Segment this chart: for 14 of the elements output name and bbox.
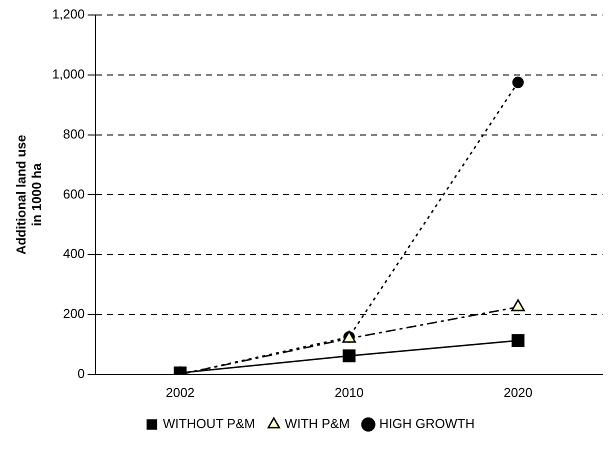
legend-label: HIGH GROWTH	[379, 416, 475, 432]
x-tick-label: 2020	[504, 384, 532, 400]
y-tick-label: 400	[63, 246, 85, 262]
y-tick-label: 800	[63, 126, 85, 142]
y-tick-label: 1,000	[52, 66, 85, 82]
y-tick-label: 600	[63, 186, 85, 202]
y-tick-label: 200	[63, 306, 85, 322]
legend-label: WITH P&M	[284, 416, 350, 432]
y-tick-label: 0	[77, 366, 85, 381]
x-tick-label: 2002	[166, 384, 195, 400]
y-axis-title: Additional land use in 1000 ha	[13, 134, 44, 255]
legend-label: WITHOUT P&M	[162, 416, 256, 432]
y-tick-label: 1,200	[52, 6, 85, 22]
x-tick-label: 2010	[334, 384, 364, 400]
